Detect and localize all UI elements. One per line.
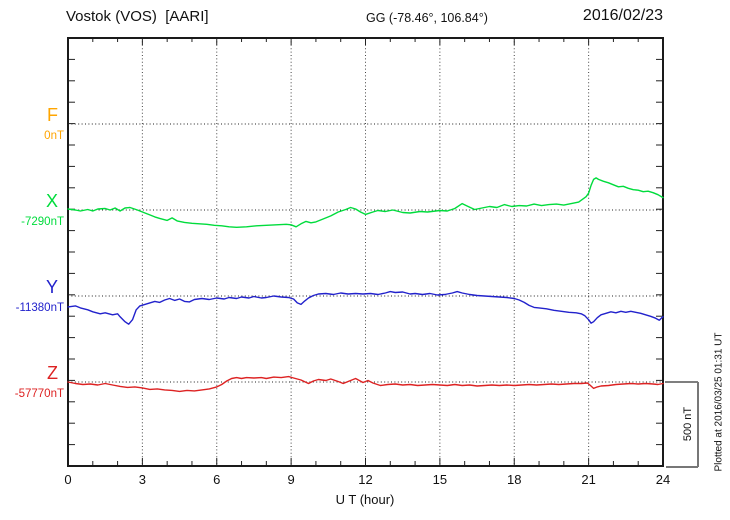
component-baseline-value-F: 0nT xyxy=(44,130,64,142)
component-letter-F: F xyxy=(47,105,58,125)
traces xyxy=(67,177,664,393)
grid-lines xyxy=(68,38,663,466)
station-title: Vostok (VOS) [AARI] xyxy=(66,8,209,25)
x-tick-label: 15 xyxy=(432,472,448,487)
scale-bar-label: 500 nT xyxy=(682,406,694,442)
trace-Y xyxy=(67,290,664,325)
x-tick-label: 18 xyxy=(507,472,522,487)
trace-X xyxy=(67,177,664,229)
component-baseline-value-Y: -11380nT xyxy=(15,302,64,314)
component-letter-X: X xyxy=(45,191,58,211)
x-tick-label: 3 xyxy=(138,472,146,487)
trace-Z xyxy=(67,375,664,393)
x-axis-label: U T (hour) xyxy=(335,492,395,507)
geographic-coords: GG (-78.46°, 106.84°) xyxy=(366,11,488,25)
plot-date: 2016/02/23 xyxy=(582,7,663,24)
plot-frame xyxy=(67,37,664,467)
plotted-timestamp-note: Plotted at 2016/03/25 01:31 UT xyxy=(713,332,725,472)
component-letter-Z: Z xyxy=(47,363,58,383)
x-tick-label: 21 xyxy=(581,472,596,487)
x-tick-label: 0 xyxy=(64,472,72,487)
x-tick-label: 6 xyxy=(213,472,221,487)
component-baseline-value-X: -7290nT xyxy=(21,216,64,228)
component-letter-Y: Y xyxy=(45,277,58,297)
x-tick-label: 24 xyxy=(655,472,671,487)
x-tick-label: 9 xyxy=(287,472,295,487)
plot-border xyxy=(67,37,664,467)
component-baseline-value-Z: -57770nT xyxy=(14,388,64,400)
x-tick-label: 12 xyxy=(358,472,373,487)
scale-bar xyxy=(665,381,699,468)
